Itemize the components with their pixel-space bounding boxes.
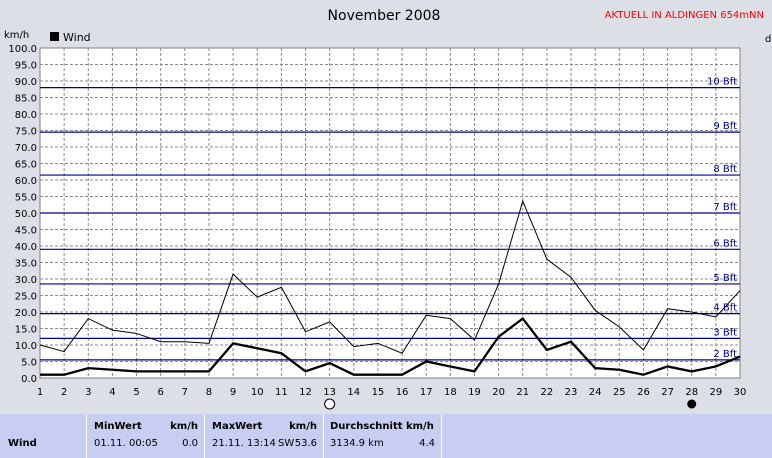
y-tick-label: 55.0 [15, 193, 37, 204]
x-tick-label: 23 [565, 387, 578, 398]
x-tick-label: 12 [299, 387, 312, 398]
min-unit: km/h [170, 421, 198, 432]
y-tick-label: 100.0 [8, 44, 37, 55]
x-tick-label: 21 [516, 387, 529, 398]
station-label: AKTUELL IN ALDINGEN 654mNN [605, 10, 764, 21]
y-tick-label: 50.0 [15, 209, 37, 220]
x-tick-label: 17 [420, 387, 433, 398]
y-tick-label: 5.0 [21, 358, 37, 369]
legend-swatch [50, 32, 59, 41]
x-tick-label: 7 [182, 387, 188, 398]
x-tick-label: 30 [734, 387, 747, 398]
stats-row-label: Wind [8, 438, 37, 449]
legend-label: Wind [63, 31, 91, 44]
y-tick-label: 10.0 [15, 341, 37, 352]
y-tick-label: 90.0 [15, 77, 37, 88]
y-tick-label: 45.0 [15, 226, 37, 237]
max-value: 53.6 [294, 438, 317, 449]
beaufort-label: 2 Bft [713, 349, 737, 360]
y-tick-label: 70.0 [15, 143, 37, 154]
max-unit: km/h [289, 421, 317, 432]
y-tick-label: 30.0 [15, 275, 37, 286]
min-cell: MinWert km/h 01.11. 00:05 0.0 [87, 414, 205, 458]
x-tick-label: 10 [251, 387, 264, 398]
x-tick-label: 16 [396, 387, 409, 398]
x-tick-label: 28 [685, 387, 698, 398]
x-tick-label: 3 [85, 387, 91, 398]
y-tick-label: 20.0 [15, 308, 37, 319]
max-cell: MaxWert km/h 21.11. 13:14 SW 53.6 [205, 414, 324, 458]
x-tick-label: 1 [37, 387, 43, 398]
x-tick-label: 18 [444, 387, 457, 398]
x-tick-label: 24 [589, 387, 602, 398]
y-tick-label: 0.0 [21, 374, 37, 385]
wind-chart: November 2008 AKTUELL IN ALDINGEN 654mNN… [4, 8, 771, 410]
avg-distance: 3134.9 km [330, 438, 384, 449]
x-tick-label: 8 [206, 387, 212, 398]
stats-table: Wind MinWert km/h 01.11. 00:05 0.0 MaxWe… [0, 414, 772, 458]
x-tick-label: 20 [492, 387, 505, 398]
x-tick-label: 2 [61, 387, 67, 398]
x-tick-label: 25 [613, 387, 626, 398]
min-header: MinWert [94, 421, 142, 432]
y-axis-unit: km/h [4, 30, 29, 41]
beaufort-label: 5 Bft [713, 273, 737, 284]
y-tick-label: 25.0 [15, 292, 37, 303]
beaufort-label: 4 Bft [713, 303, 737, 314]
chart-title: November 2008 [328, 8, 441, 24]
y-tick-label: 15.0 [15, 325, 37, 336]
min-value: 0.0 [182, 438, 198, 449]
avg-value: 4.4 [419, 438, 435, 449]
x-tick-label: 14 [347, 387, 360, 398]
full-moon-icon [324, 398, 336, 410]
y-tick-label: 75.0 [15, 127, 37, 138]
y-tick-label: 60.0 [15, 176, 37, 187]
beaufort-label: 7 Bft [713, 202, 737, 213]
max-direction: SW [278, 438, 295, 449]
min-time: 01.11. 00:05 [94, 438, 158, 449]
x-tick-label: 9 [230, 387, 236, 398]
x-tick-label: 26 [637, 387, 650, 398]
series-line-gust [39, 199, 741, 354]
y-tick-label: 40.0 [15, 242, 37, 253]
x-tick-label: 6 [158, 387, 164, 398]
beaufort-label: 9 Bft [713, 121, 737, 132]
max-header: MaxWert [212, 421, 263, 432]
beaufort-label: 10 Bft [707, 77, 737, 88]
y-tick-label: 80.0 [15, 110, 37, 121]
y-tick-label: 35.0 [15, 259, 37, 270]
beaufort-label: 3 Bft [713, 327, 737, 338]
max-time: 21.11. 13:14 [212, 438, 276, 449]
y-tick-label: 85.0 [15, 94, 37, 105]
x-tick-label: 29 [709, 387, 722, 398]
right-axis-label: d [765, 34, 771, 45]
x-tick-label: 5 [133, 387, 139, 398]
x-tick-label: 19 [468, 387, 481, 398]
avg-header: Durchschnitt km/h [330, 421, 434, 432]
new-moon-icon [687, 399, 697, 409]
y-tick-label: 95.0 [15, 61, 37, 72]
series-line-wind [40, 316, 741, 376]
x-tick-label: 22 [541, 387, 554, 398]
x-tick-label: 11 [275, 387, 288, 398]
x-tick-label: 15 [372, 387, 385, 398]
x-tick-label: 4 [109, 387, 115, 398]
beaufort-label: 6 Bft [713, 238, 737, 249]
x-tick-label: 13 [323, 387, 336, 398]
y-tick-label: 65.0 [15, 160, 37, 171]
x-tick-label: 27 [661, 387, 674, 398]
avg-cell: Durchschnitt km/h 3134.9 km 4.4 [324, 414, 442, 458]
beaufort-label: 8 Bft [713, 164, 737, 175]
